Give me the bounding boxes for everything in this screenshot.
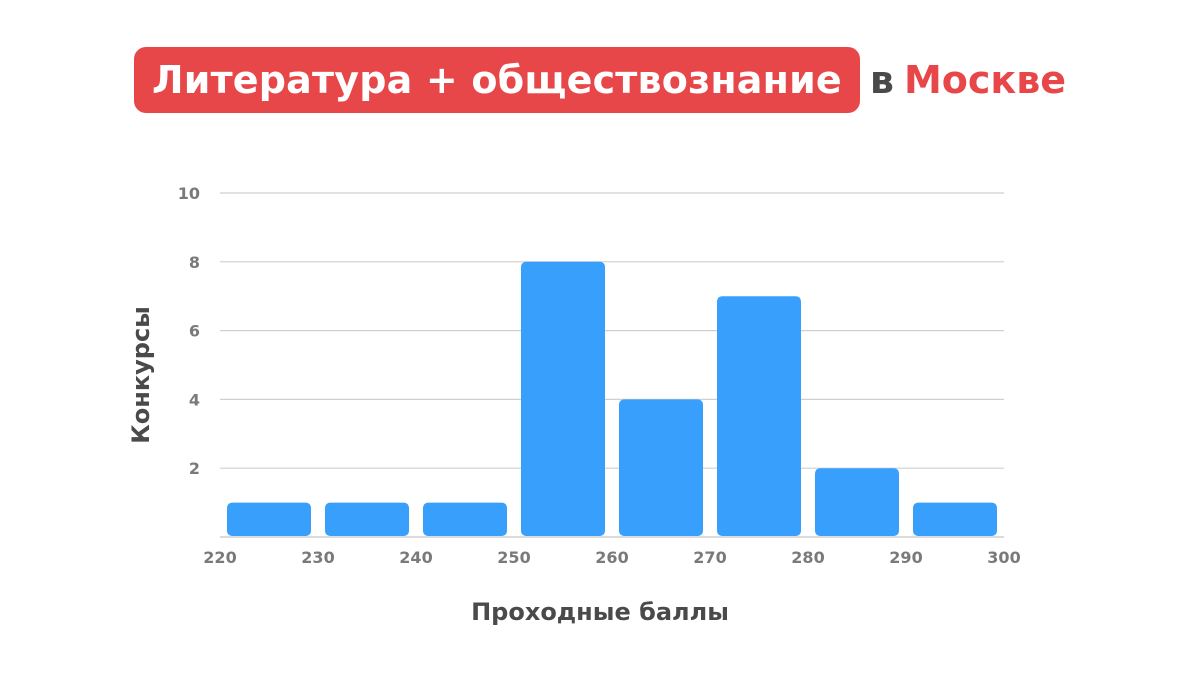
bar-220-230: [227, 502, 311, 536]
x-tick-label-260: 260: [595, 548, 628, 567]
bar-240-250: [423, 502, 507, 536]
y-tick-label-4: 4: [189, 390, 200, 409]
y-tick-label-10: 10: [178, 184, 200, 203]
y-axis-label: Конкурсы: [127, 306, 155, 444]
tick-labels: 2 4 6 8 10 220 230 240 250 260 270 280 290 300: [178, 184, 1021, 567]
chart-title: Литература + обществознание в Москве: [0, 46, 1200, 114]
bars: [227, 261, 997, 536]
x-tick-label-300: 300: [987, 548, 1020, 567]
x-tick-label-230: 230: [301, 548, 334, 567]
x-tick-label-250: 250: [497, 548, 530, 567]
bar-290-300: [913, 502, 997, 536]
x-axis-label: Проходные баллы: [471, 598, 729, 626]
x-tick-label-290: 290: [889, 548, 922, 567]
y-tick-label-2: 2: [189, 459, 200, 478]
y-tick-label-8: 8: [189, 253, 200, 272]
bar-250-260: [521, 261, 605, 536]
x-tick-label-220: 220: [203, 548, 236, 567]
y-tick-label-6: 6: [189, 322, 200, 341]
title-highlight: Литература + обществознание: [133, 47, 860, 113]
x-tick-label-280: 280: [791, 548, 824, 567]
title-city: Москве: [903, 58, 1067, 102]
x-tick-label-240: 240: [399, 548, 432, 567]
bar-280-290: [815, 468, 899, 536]
bar-270-280: [717, 296, 801, 536]
bar-230-240: [325, 502, 409, 536]
bar-260-270: [619, 399, 703, 536]
x-tick-label-270: 270: [693, 548, 726, 567]
title-conjunction: в: [869, 58, 894, 102]
